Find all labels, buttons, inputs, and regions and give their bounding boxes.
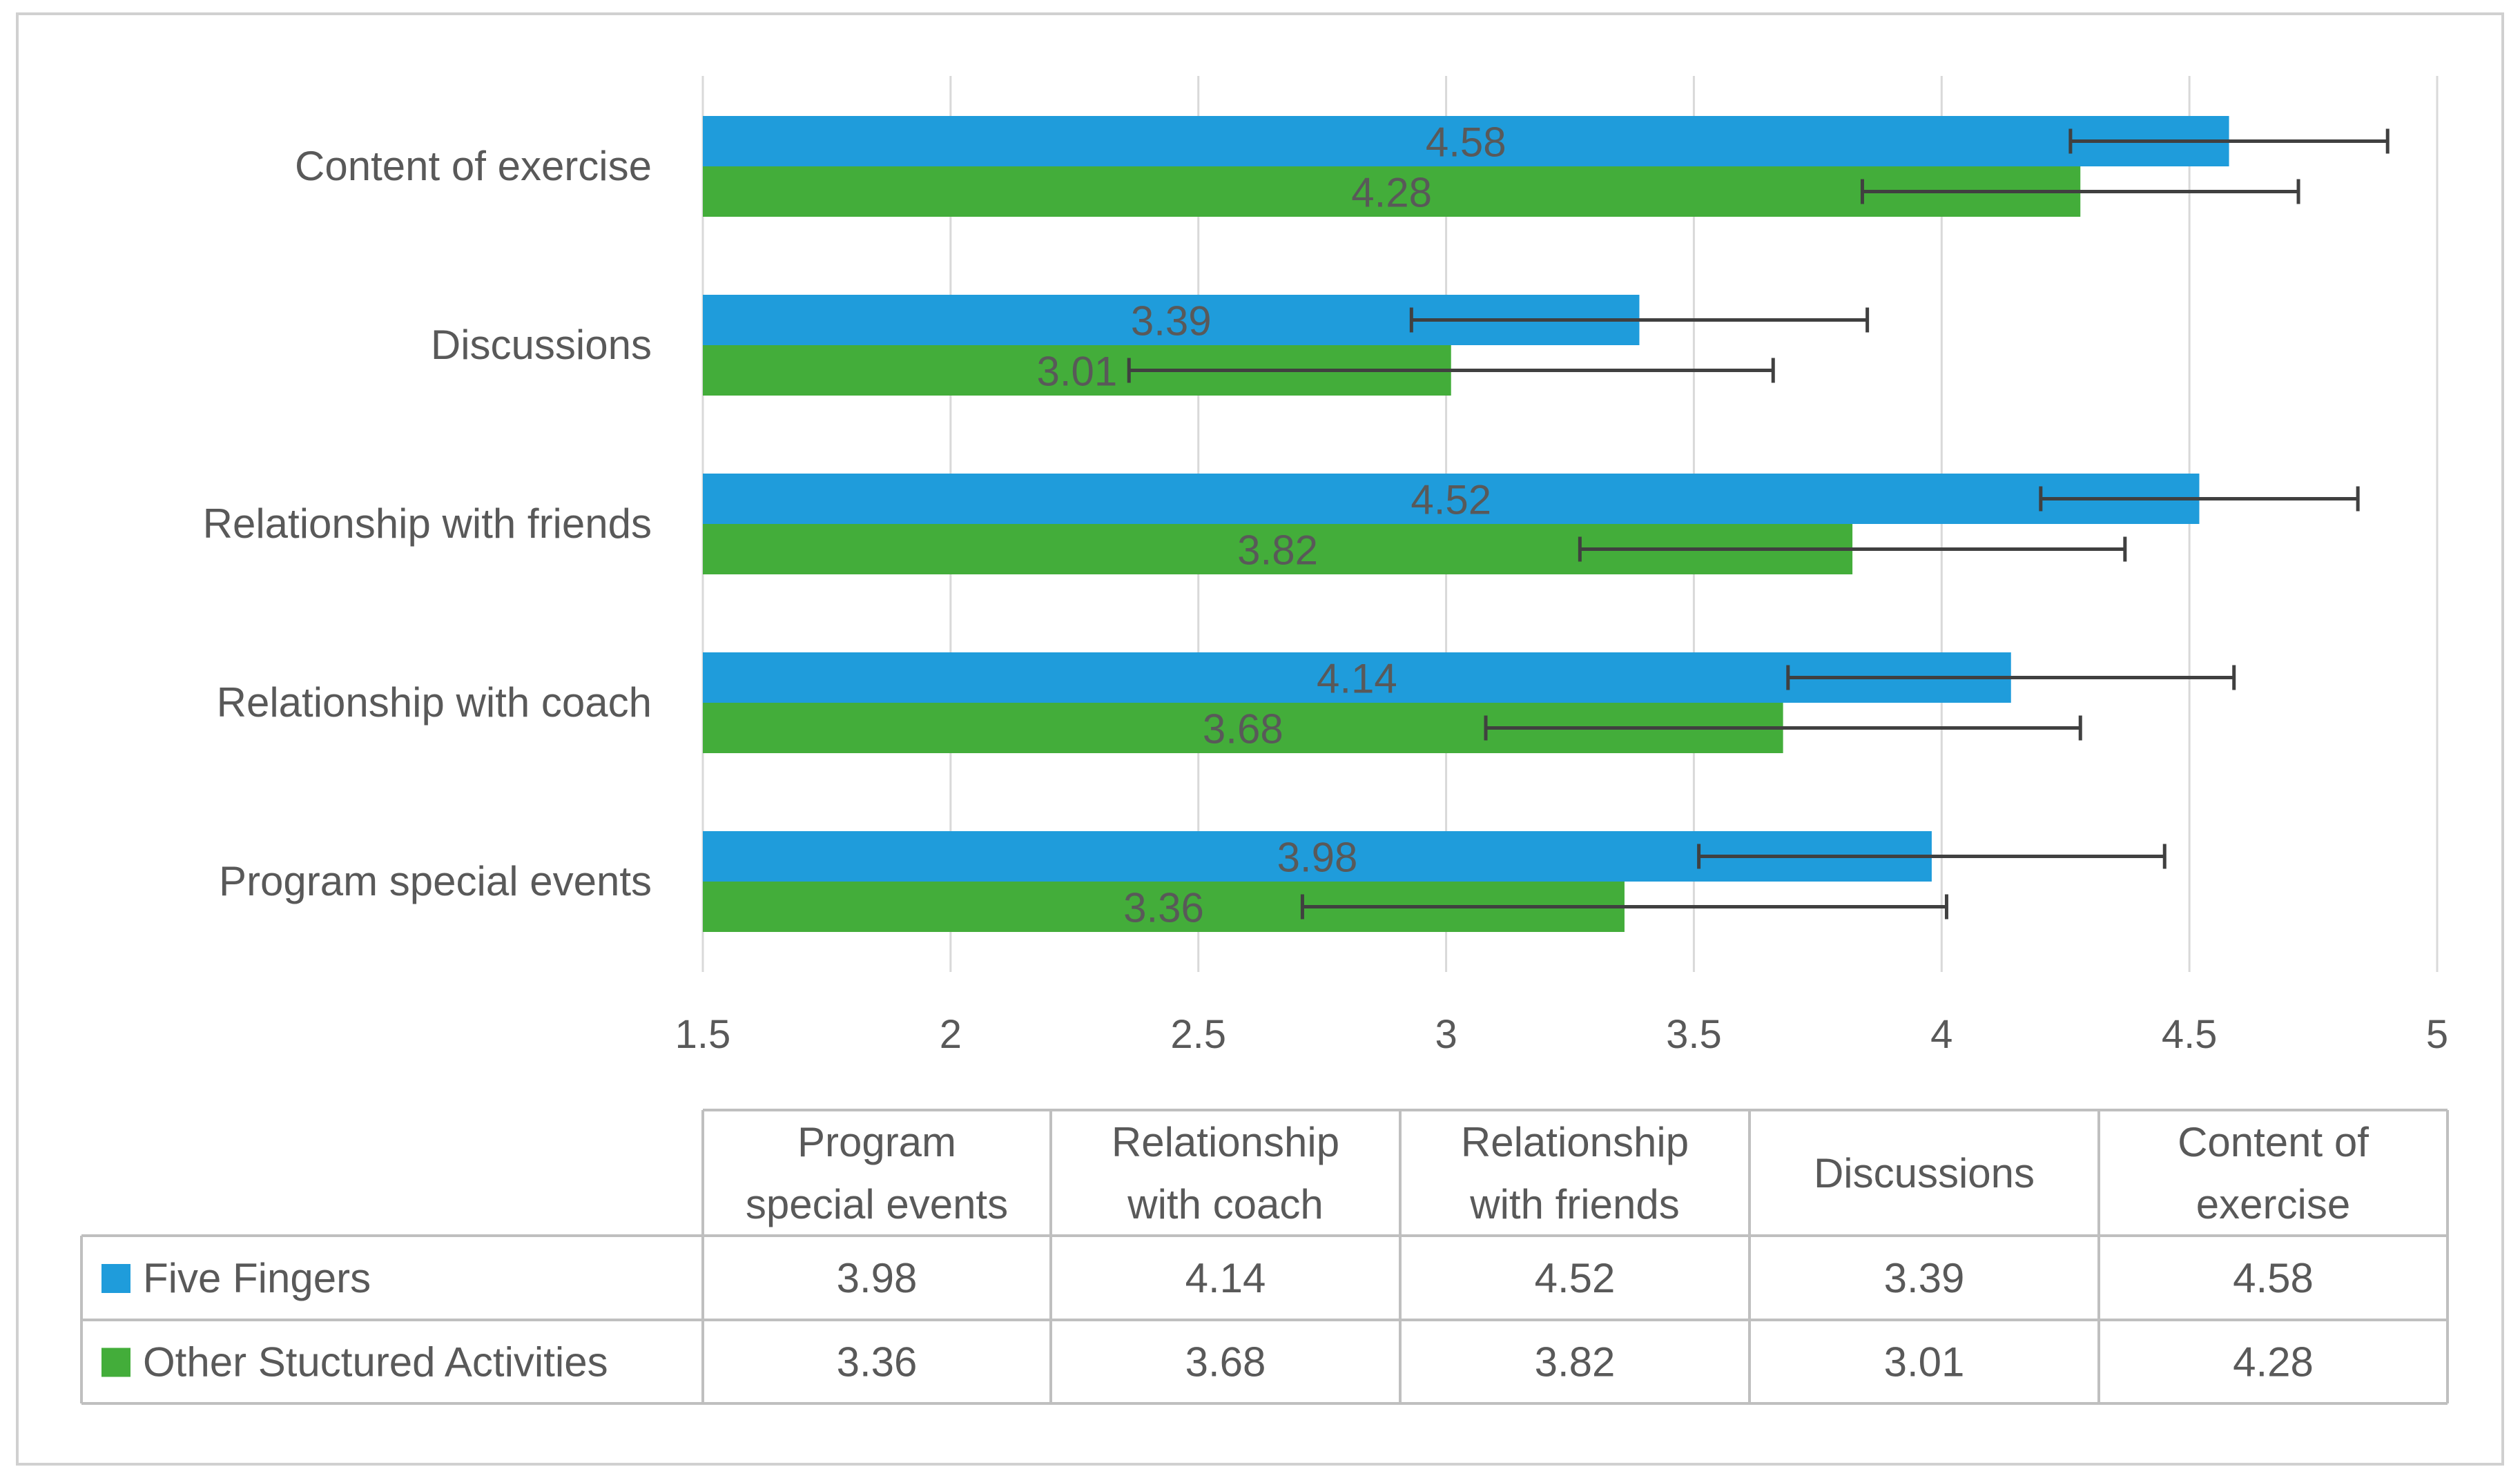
table-header: Relationship with coach [1112, 1119, 1339, 1227]
data-labels: 4.584.28 3.39 3.01 4.52 3.82 4.14 3.68 3.98 3.36 [1036, 119, 1506, 931]
table-cell: 3.36 [837, 1339, 918, 1385]
legend-key [101, 1264, 130, 1293]
data-label: 3.36 [1123, 885, 1204, 931]
bar [703, 166, 2081, 217]
x-tick-label: 1.5 [675, 1012, 731, 1057]
data-label: 4.28 [1351, 170, 1432, 216]
data-label: 4.52 [1411, 477, 1491, 523]
data-label: 3.68 [1203, 706, 1283, 752]
table-header: Content of exercise [2178, 1119, 2369, 1227]
x-tick-label: 3.5 [1666, 1012, 1722, 1057]
table-cell: 3.39 [1884, 1255, 1965, 1301]
table-header: Discussions [1814, 1150, 2035, 1196]
table-cell: 4.14 [1185, 1255, 1266, 1301]
legend-label: Other Stuctured Activities [143, 1339, 608, 1385]
x-tick-label: 4.5 [2162, 1012, 2218, 1057]
table-cell: 3.98 [837, 1255, 918, 1301]
x-tick-label: 2.5 [1170, 1012, 1226, 1057]
data-label: 3.01 [1036, 349, 1117, 395]
category-label: Relationship with friends [203, 500, 652, 547]
category-label: Content of exercise [295, 143, 652, 189]
bar [703, 116, 2229, 166]
table-header: Relationship with friends [1461, 1119, 1689, 1227]
table-cell: 3.68 [1185, 1339, 1266, 1385]
table-cell: 4.52 [1535, 1255, 1616, 1301]
data-label: 3.82 [1237, 527, 1318, 574]
table-header: Program special events [746, 1119, 1008, 1227]
legend-key [101, 1348, 130, 1377]
category-label: Discussions [431, 322, 652, 368]
x-tick-label: 5 [2426, 1012, 2448, 1057]
table-cell: 3.82 [1535, 1339, 1616, 1385]
table-cell: 4.28 [2233, 1339, 2314, 1385]
x-tick-label: 3 [1435, 1012, 1457, 1057]
data-label: 3.98 [1277, 835, 1358, 881]
data-table: Program special events Relationship with co… [80, 1109, 2449, 1405]
error-bars [1127, 128, 2390, 920]
category-label: Program special events [219, 858, 652, 904]
table-cell: 3.01 [1884, 1339, 1965, 1385]
category-label: Relationship with coach [217, 679, 652, 726]
data-label: 3.39 [1131, 298, 1212, 344]
x-tick-label: 4 [1930, 1012, 1952, 1057]
data-label: 4.58 [1426, 119, 1506, 166]
axes: 1.5 2 2.5 3 3.5 4 4.5 5 Content of exercise Discu… [203, 143, 2448, 1057]
legend-label: Five Fingers [143, 1255, 371, 1301]
bar [703, 474, 2200, 524]
data-label: 4.14 [1317, 656, 1397, 702]
x-tick-label: 2 [940, 1012, 962, 1057]
table-cell: 4.58 [2233, 1255, 2314, 1301]
